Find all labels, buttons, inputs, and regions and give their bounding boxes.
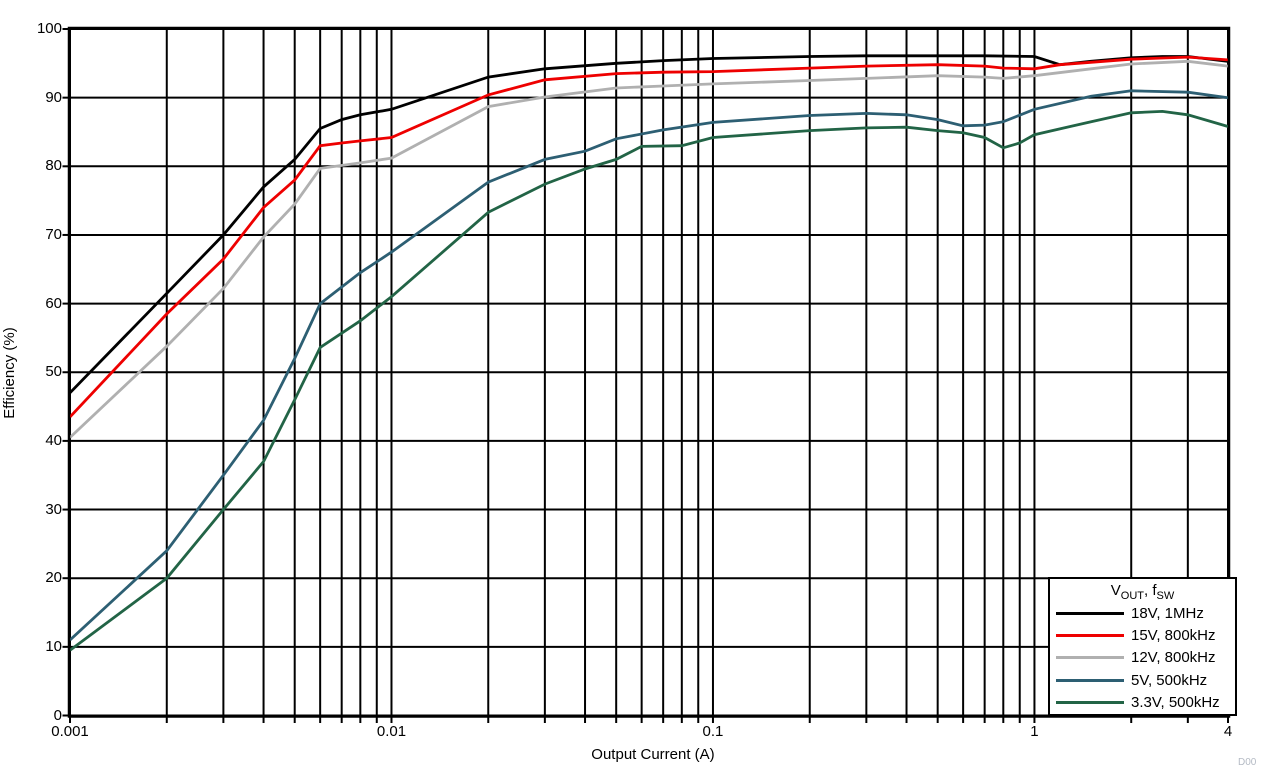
y-tick-label: 40 (45, 431, 62, 449)
x-axis-title: Output Current (A) (591, 746, 715, 763)
legend-title-f-sub: SW (1156, 590, 1175, 602)
x-tick-label: 0.01 (376, 723, 407, 740)
y-axis-title: Efficiency (%) (1, 327, 18, 419)
legend-row: 18V, 1MHz (1050, 602, 1235, 624)
x-tick-label: 0.1 (702, 723, 724, 740)
legend-label: 12V, 800kHz (1131, 649, 1216, 667)
series-3.3v-500khz (69, 109, 1229, 652)
legend-title-v-sub: OUT (1120, 590, 1144, 602)
legend-row: 5V, 500kHz (1050, 669, 1235, 691)
legend-swatch (1056, 634, 1124, 638)
legend-row: 3.3V, 500kHz (1050, 692, 1235, 714)
legend-title-v: V (1110, 582, 1121, 599)
x-tick-label: 1 (1030, 723, 1039, 740)
y-tick-label: 60 (45, 294, 62, 312)
legend-swatch (1056, 678, 1124, 682)
y-tick-label: 70 (45, 225, 62, 243)
legend-label: 5V, 500kHz (1131, 671, 1208, 689)
legend-title: VOUT, fSW (1050, 582, 1235, 602)
y-tick-label: 30 (45, 500, 62, 518)
legend-row: 15V, 800kHz (1050, 624, 1235, 646)
legend-swatch (1056, 656, 1124, 660)
y-tick-label: 100 (36, 20, 62, 37)
plot-border (67, 26, 1231, 718)
legend-label: 3.3V, 500kHz (1131, 694, 1220, 712)
y-tick-label: 0 (53, 706, 62, 724)
series-18v-1mhz (68, 54, 1229, 394)
y-tick-label: 80 (45, 157, 62, 175)
watermark: D00 (1238, 757, 1257, 768)
y-tick-label: 20 (45, 569, 62, 587)
legend-rows: 18V, 1MHz 15V, 800kHz 12V, 800kHz 5V, 500kH… (1050, 602, 1235, 714)
y-tick-label: 50 (45, 363, 62, 381)
legend-label: 15V, 800kHz (1131, 627, 1216, 645)
legend-swatch (1056, 611, 1124, 615)
y-tick-label: 90 (45, 88, 62, 106)
legend-swatch (1056, 701, 1124, 705)
series-15v-800khz (68, 55, 1229, 418)
legend: VOUT, fSW 18V, 1MHz 15V, 800kHz 12V, 800kH… (1048, 577, 1237, 716)
x-tick-label: 0.001 (51, 723, 89, 740)
y-tick-label: 10 (45, 637, 62, 655)
legend-title-f: , f (1144, 582, 1157, 599)
x-tick-label: 4 (1223, 723, 1233, 740)
series-5v-500khz (69, 89, 1229, 642)
legend-label: 18V, 1MHz (1131, 604, 1204, 622)
series-12v-800khz (69, 59, 1229, 439)
legend-row: 12V, 800kHz (1050, 647, 1235, 669)
